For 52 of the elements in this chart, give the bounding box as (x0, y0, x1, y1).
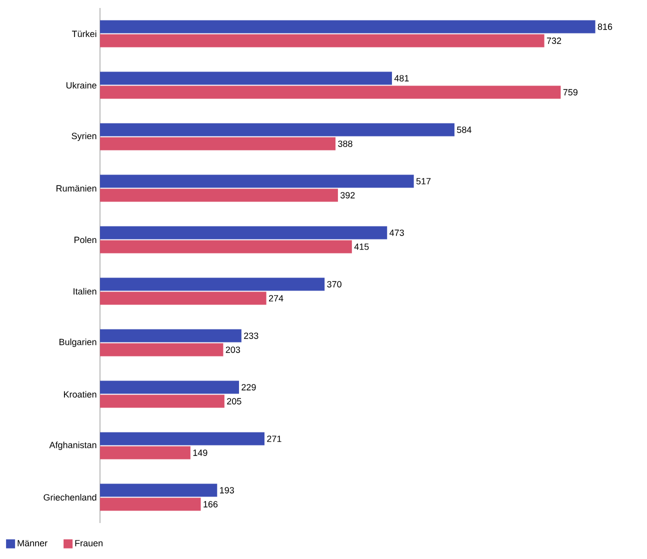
y-tick-label: Rumänien (56, 184, 96, 192)
data-label: 271 (267, 436, 282, 442)
bar (100, 498, 201, 511)
data-label: 415 (354, 244, 369, 250)
bar (100, 188, 338, 202)
bar (100, 329, 242, 342)
data-label: 274 (268, 295, 284, 302)
y-tick-label: Polen (74, 236, 96, 244)
data-label: 233 (244, 332, 258, 339)
legend-label: Frauen (75, 540, 102, 546)
data-label: 203 (226, 346, 240, 353)
bar (100, 240, 352, 254)
bar (100, 72, 392, 85)
y-tick-label: Griechenland (44, 494, 96, 501)
data-label: 584 (457, 126, 472, 133)
bar (100, 484, 218, 497)
data-label: 149 (193, 450, 208, 456)
y-tick-label: Syrien (72, 132, 96, 141)
y-tick-label: Bulgarien (60, 338, 96, 347)
bar (100, 123, 454, 136)
data-label: 205 (227, 398, 242, 404)
bar (100, 226, 388, 240)
bar (100, 394, 224, 408)
y-tick-label: Ukraine (66, 82, 96, 89)
bar (100, 343, 224, 356)
data-label: 229 (242, 384, 256, 390)
legend-label: Männer (18, 540, 48, 546)
data-label: 759 (563, 89, 578, 96)
data-label: 166 (204, 501, 218, 508)
bar (100, 34, 544, 48)
bar (100, 278, 325, 291)
bar (100, 137, 336, 150)
bar (100, 292, 266, 305)
y-tick-label: Kroatien (64, 390, 96, 398)
bar (100, 380, 239, 394)
data-label: 388 (338, 140, 352, 147)
data-label: 392 (340, 192, 355, 198)
data-label: 473 (390, 230, 404, 236)
y-tick-label: Afghanistan (49, 442, 96, 450)
data-label: 370 (327, 281, 342, 288)
bar (100, 446, 190, 460)
bar (100, 174, 414, 188)
data-label: 732 (546, 38, 562, 44)
bar (100, 86, 561, 99)
data-label: 816 (598, 24, 612, 30)
data-label: 193 (220, 487, 234, 494)
bar (100, 20, 596, 34)
data-label: 481 (394, 75, 409, 82)
y-tick-label: Türkei (72, 30, 96, 38)
y-tick-label: Italien (74, 288, 96, 295)
data-label: 517 (416, 178, 431, 184)
bar (100, 432, 264, 446)
